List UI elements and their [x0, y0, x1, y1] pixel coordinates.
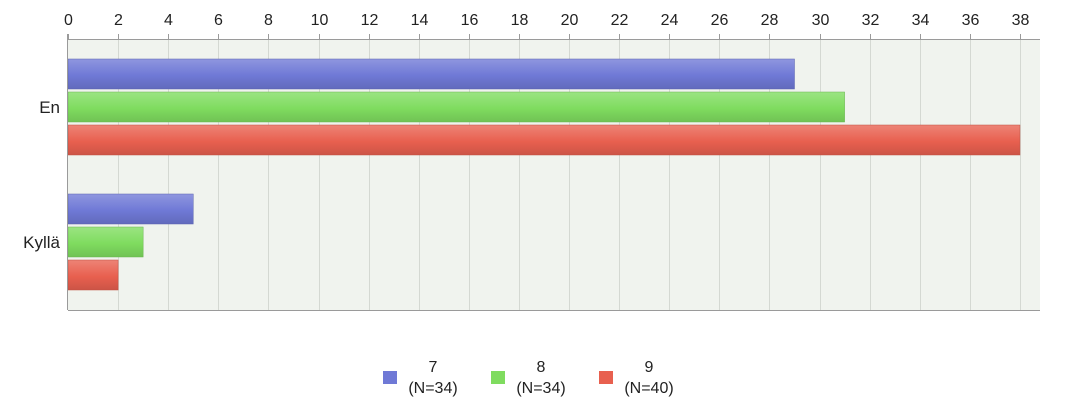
legend-sublabel: (N=40) [624, 380, 673, 397]
x-tick-label: 18 [511, 12, 529, 29]
legend-label: 7 [429, 359, 438, 376]
legend-swatch [491, 371, 505, 384]
x-tick-label: 36 [962, 12, 980, 29]
bar-1-0 [67, 193, 194, 225]
bar-0-0 [67, 58, 795, 90]
legend-sublabel: (N=34) [408, 380, 457, 397]
x-tick-label: 0 [64, 12, 73, 29]
category-label: Kyllä [23, 233, 60, 252]
x-tick-label: 14 [411, 12, 429, 29]
x-tick-label: 24 [661, 12, 679, 29]
legend-label: 9 [645, 359, 654, 376]
legend-sublabel: (N=34) [516, 380, 565, 397]
bar-1-2 [67, 259, 119, 291]
x-tick-label: 28 [761, 12, 779, 29]
x-tick-label: 22 [611, 12, 629, 29]
legend-swatch [599, 371, 613, 384]
x-tick-label: 12 [361, 12, 379, 29]
x-tick-label: 26 [711, 12, 729, 29]
legend-label: 8 [537, 359, 546, 376]
x-tick-label: 32 [862, 12, 880, 29]
x-tick-label: 34 [912, 12, 930, 29]
x-tick-label: 6 [214, 12, 223, 29]
x-tick-label: 20 [561, 12, 579, 29]
x-tick-label: 8 [264, 12, 273, 29]
bar-0-2 [67, 124, 1021, 156]
x-tick-label: 16 [461, 12, 479, 29]
bar-0-1 [67, 91, 845, 123]
legend-swatch [383, 371, 397, 384]
x-tick-label: 2 [114, 12, 123, 29]
x-tick-label: 10 [311, 12, 329, 29]
x-tick-label: 30 [812, 12, 830, 29]
bar-1-1 [67, 226, 144, 258]
category-label: En [39, 98, 60, 117]
x-tick-label: 4 [164, 12, 173, 29]
x-tick-label: 38 [1012, 12, 1030, 29]
